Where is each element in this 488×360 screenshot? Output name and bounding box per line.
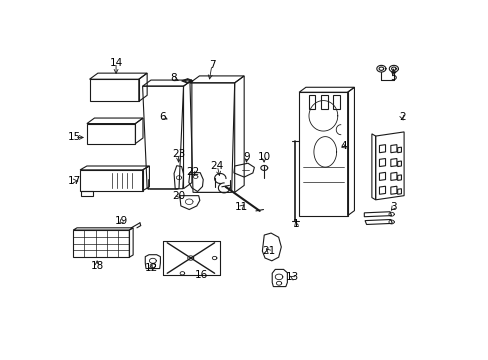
Text: 23: 23: [172, 149, 185, 158]
Text: 11: 11: [234, 202, 247, 212]
Text: 13: 13: [285, 273, 298, 283]
Text: 8: 8: [170, 73, 176, 84]
Text: 22: 22: [186, 167, 199, 177]
Text: 7: 7: [208, 60, 215, 70]
Text: 16: 16: [194, 270, 207, 280]
Text: 20: 20: [172, 191, 185, 201]
Text: 2: 2: [398, 112, 405, 122]
Text: 24: 24: [210, 161, 224, 171]
Text: 3: 3: [389, 202, 396, 212]
Text: 1: 1: [292, 219, 299, 229]
Text: 5: 5: [389, 72, 396, 82]
Text: 10: 10: [257, 152, 270, 162]
Text: 18: 18: [90, 261, 103, 271]
Text: 12: 12: [144, 263, 158, 273]
Text: 21: 21: [262, 246, 275, 256]
Text: 17: 17: [68, 176, 81, 186]
Text: 19: 19: [115, 216, 128, 226]
Text: 14: 14: [109, 58, 122, 68]
Text: 4: 4: [340, 141, 346, 151]
Text: 15: 15: [68, 132, 81, 143]
Text: 6: 6: [159, 112, 165, 122]
Text: 9: 9: [243, 152, 250, 162]
